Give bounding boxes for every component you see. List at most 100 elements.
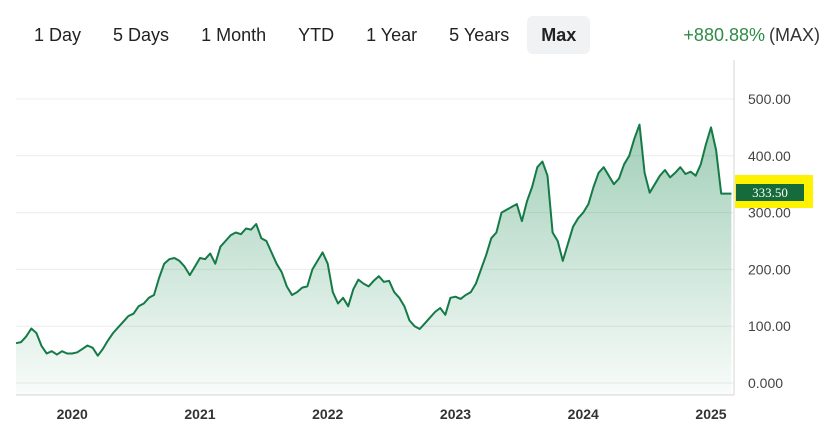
data-point	[547, 175, 549, 177]
data-point	[572, 226, 574, 228]
data-point	[429, 317, 431, 319]
data-point	[577, 217, 579, 219]
data-point	[654, 183, 656, 185]
data-point	[240, 233, 242, 235]
data-point	[260, 237, 262, 239]
data-point	[209, 253, 211, 255]
data-point	[133, 313, 135, 315]
data-point	[225, 240, 227, 242]
data-point	[695, 175, 697, 177]
data-point	[235, 232, 237, 234]
range-5-years-button[interactable]: 5 Years	[449, 24, 510, 45]
data-point	[439, 307, 441, 309]
data-point	[102, 348, 104, 350]
data-point	[179, 260, 181, 262]
data-point	[444, 314, 446, 316]
data-point	[127, 315, 129, 317]
data-point	[531, 186, 533, 188]
data-point	[168, 258, 170, 260]
data-point	[679, 166, 681, 168]
data-point	[66, 353, 68, 355]
range-1-year-button[interactable]: 1 Year	[366, 24, 418, 45]
data-point	[199, 257, 201, 259]
x-tick-labels: 2020 2021 2022 2023 2024 2025	[57, 406, 727, 422]
data-point	[393, 291, 395, 293]
data-point	[608, 175, 610, 177]
data-point	[87, 345, 89, 347]
data-point	[526, 200, 528, 202]
range-5-days-button[interactable]: 5 Days	[113, 24, 170, 45]
data-point	[357, 279, 359, 281]
data-point	[281, 271, 283, 273]
time-range-selector: 1 Day 5 Days 1 Month YTD 1 Year 5 Years …	[20, 16, 591, 54]
performance-summary: +880.88% (MAX)	[683, 16, 820, 54]
range-max-button[interactable]: Max	[527, 16, 591, 54]
x-tick-label: 2025	[695, 406, 726, 422]
data-point	[552, 232, 554, 234]
data-point	[669, 176, 671, 178]
y-tick-labels: 0.000 100.00 200.00 300.00 400.00 500.00	[748, 91, 791, 391]
data-point	[163, 263, 165, 265]
data-point	[516, 203, 518, 205]
data-point	[245, 228, 247, 230]
y-tick-label: 0.000	[748, 375, 783, 391]
data-point	[107, 339, 109, 341]
data-point	[112, 332, 114, 334]
data-point	[265, 240, 267, 242]
data-point	[557, 240, 559, 242]
data-point	[639, 124, 641, 126]
price-highlight: 333.50	[735, 175, 813, 208]
price-line-series	[15, 123, 732, 357]
data-point	[388, 280, 390, 282]
y-tick-label: 400.00	[748, 148, 791, 164]
data-point	[618, 178, 620, 180]
x-tick-label: 2021	[184, 406, 215, 422]
data-point	[460, 298, 462, 300]
data-point	[674, 172, 676, 174]
y-tick-label: 300.00	[748, 205, 791, 221]
data-point	[409, 320, 411, 322]
data-point	[76, 351, 78, 353]
data-point	[475, 283, 477, 285]
data-point	[373, 280, 375, 282]
data-point	[347, 305, 349, 307]
data-point	[414, 325, 416, 327]
data-point	[25, 335, 27, 337]
data-point	[383, 281, 385, 283]
data-point	[490, 237, 492, 239]
data-point	[628, 155, 630, 157]
range-ytd-button[interactable]: YTD	[298, 24, 335, 45]
data-point	[92, 347, 94, 349]
data-point	[255, 223, 257, 225]
data-point	[337, 303, 339, 305]
data-point	[598, 172, 600, 174]
data-point	[311, 268, 313, 270]
data-point	[567, 243, 569, 245]
data-point	[301, 287, 303, 289]
data-point	[685, 173, 687, 175]
data-point	[317, 260, 319, 262]
data-point	[143, 303, 145, 305]
data-point	[332, 291, 334, 293]
data-point	[153, 294, 155, 296]
data-point	[725, 193, 727, 195]
range-1-day-button[interactable]: 1 Day	[34, 24, 82, 45]
data-point	[363, 283, 365, 285]
data-point	[536, 166, 538, 168]
range-1-month-button[interactable]: 1 Month	[201, 24, 267, 45]
data-point	[81, 348, 83, 350]
data-point	[271, 251, 273, 253]
data-point	[35, 332, 37, 334]
data-point	[148, 297, 150, 299]
data-point	[403, 305, 405, 307]
y-tick-label: 200.00	[748, 261, 791, 277]
data-point	[649, 192, 651, 194]
data-point	[690, 171, 692, 173]
data-point	[470, 291, 472, 293]
data-point	[30, 328, 32, 330]
data-point	[424, 322, 426, 324]
data-point	[730, 193, 732, 195]
data-point	[659, 175, 661, 177]
data-point	[587, 203, 589, 205]
